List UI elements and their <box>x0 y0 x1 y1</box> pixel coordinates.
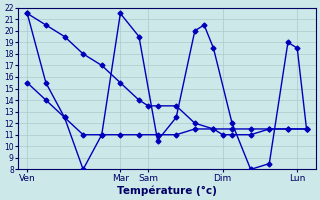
X-axis label: Température (°c): Température (°c) <box>117 185 217 196</box>
